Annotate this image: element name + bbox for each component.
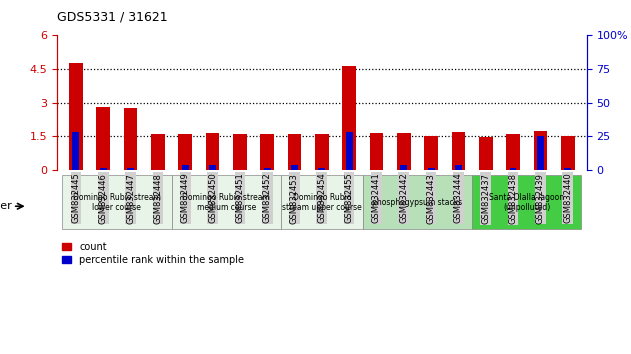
FancyBboxPatch shape	[172, 175, 281, 229]
Bar	[510, 168, 517, 170]
Bar	[315, 133, 329, 170]
Text: Domingo Rubio stream
lower course: Domingo Rubio stream lower course	[73, 193, 161, 212]
Bar	[291, 165, 298, 170]
Bar	[424, 136, 438, 170]
Bar	[264, 168, 271, 170]
Text: phosphogypsum stacks: phosphogypsum stacks	[372, 198, 463, 207]
FancyBboxPatch shape	[281, 175, 363, 229]
FancyBboxPatch shape	[363, 175, 472, 229]
Bar	[100, 168, 107, 170]
Bar	[97, 107, 110, 170]
Bar	[346, 132, 353, 170]
Bar	[288, 133, 302, 170]
Text: GDS5331 / 31621: GDS5331 / 31621	[57, 11, 167, 24]
Bar	[73, 132, 80, 170]
FancyBboxPatch shape	[472, 175, 581, 229]
Bar	[400, 165, 407, 170]
Bar	[179, 133, 192, 170]
Bar	[564, 168, 571, 170]
Bar	[370, 133, 383, 170]
Bar	[206, 133, 220, 170]
Bar	[151, 134, 165, 170]
Text: other: other	[0, 201, 12, 211]
Bar	[561, 136, 575, 170]
Bar	[342, 65, 356, 170]
Text: Domingo Rubio
stream upper course: Domingo Rubio stream upper course	[282, 193, 362, 212]
Bar	[261, 133, 274, 170]
Text: Santa Olalla lagoon
(unpolluted): Santa Olalla lagoon (unpolluted)	[489, 193, 564, 212]
Bar	[479, 137, 493, 170]
Bar	[127, 168, 134, 170]
Bar	[233, 133, 247, 170]
Bar	[534, 131, 547, 170]
Bar	[124, 108, 138, 170]
Bar	[506, 133, 520, 170]
Bar	[428, 168, 435, 170]
Bar	[397, 133, 411, 170]
Bar	[319, 168, 325, 170]
Bar	[69, 63, 83, 170]
Bar	[209, 165, 216, 170]
Text: Domingo Rubio stream
medium course: Domingo Rubio stream medium course	[182, 193, 270, 212]
Bar	[452, 132, 465, 170]
Bar	[455, 165, 462, 170]
Bar	[182, 165, 189, 170]
Bar	[537, 136, 544, 170]
Legend: count, percentile rank within the sample: count, percentile rank within the sample	[62, 242, 244, 265]
FancyBboxPatch shape	[62, 175, 172, 229]
